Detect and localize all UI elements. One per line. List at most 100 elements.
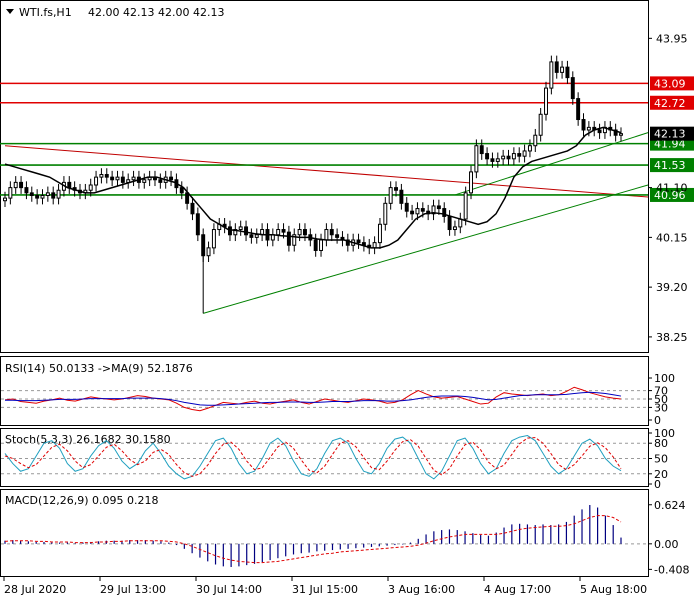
collapse-triangle-icon[interactable] — [6, 9, 14, 14]
stoch-tick-label: 0 — [654, 478, 661, 491]
candle-body — [544, 87, 548, 115]
candle-body — [431, 205, 436, 215]
time-tick-label: 3 Aug 16:00 — [388, 583, 455, 596]
candle-body — [474, 145, 479, 173]
support-price-tag — [650, 187, 694, 202]
candle-body — [244, 226, 249, 236]
candle-body — [458, 218, 463, 228]
price-tick-label: 43.95 — [656, 32, 688, 45]
stoch-tick-label: 20 — [654, 468, 668, 481]
macd-signal-line — [4, 515, 622, 564]
candle-body — [597, 129, 602, 134]
candle-body — [110, 176, 115, 181]
candle-body — [319, 239, 324, 251]
macd-tick-label: 0.00 — [654, 538, 679, 551]
candle-body — [51, 192, 56, 199]
rsi-tick-label: 100 — [654, 372, 675, 385]
candle-body — [211, 229, 216, 249]
candle-body — [131, 176, 136, 181]
candle-body — [190, 202, 195, 215]
candle-body — [383, 202, 388, 225]
time-tick-label: 5 Aug 18:00 — [580, 583, 647, 596]
stoch-tick-label: 80 — [654, 437, 668, 450]
candle-body — [570, 77, 575, 100]
price-tick-label: 40.15 — [656, 231, 688, 244]
candle-body — [281, 229, 286, 233]
candle-body — [501, 155, 506, 160]
candle-body — [479, 145, 484, 155]
time-tick-label: 31 Jul 15:00 — [292, 583, 358, 596]
candle-body — [335, 234, 340, 238]
candle-body — [292, 234, 297, 246]
candle-body — [463, 192, 468, 220]
macd-title: MACD(12,26,9) 0.095 0.218 — [5, 494, 159, 507]
candle-body — [40, 194, 45, 199]
rsi-series-line — [5, 391, 622, 406]
candle-body — [420, 208, 425, 212]
candle-body — [56, 189, 61, 199]
price-tick-label: 38.25 — [656, 331, 688, 344]
rsi-title: RSI(14) 50.0133 ->MA(9) 52.1876 — [5, 362, 193, 375]
resistance-price-label: 42.72 — [654, 97, 686, 110]
macd-pane-frame — [0, 489, 649, 577]
candle-body — [527, 145, 532, 152]
candle-body — [169, 176, 174, 181]
candle-body — [19, 181, 24, 189]
candle-body — [227, 226, 232, 236]
candle-body — [554, 61, 559, 73]
candle-body — [586, 126, 591, 131]
candle-body — [120, 176, 125, 183]
candle-body — [8, 187, 13, 199]
candle-body — [506, 155, 511, 160]
candle-body — [490, 158, 495, 162]
candle-body — [469, 171, 473, 194]
time-tick-label: 28 Jul 2020 — [4, 583, 66, 596]
stoch-pane-frame — [0, 428, 649, 487]
candle-body — [613, 129, 618, 136]
resistance-price-tag — [650, 76, 694, 91]
trendline-ascending_channel — [454, 132, 649, 196]
candle-body — [329, 229, 334, 236]
candle-body — [356, 239, 361, 244]
price-tick-label: 41.10 — [656, 182, 688, 195]
time-tick-label: 29 Jul 13:00 — [100, 583, 166, 596]
stoch-title: Stoch(5,3,3) 26.1682 30.1580 — [5, 433, 171, 446]
candle-body — [206, 247, 211, 257]
candle-body — [404, 202, 409, 212]
candle-body — [377, 223, 382, 244]
time-tick-label: 30 Jul 14:00 — [196, 583, 262, 596]
candle-body — [185, 192, 190, 204]
stoch-tick-label: 50 — [654, 453, 668, 466]
candle-body — [565, 66, 570, 79]
stoch-series-line — [4, 437, 622, 477]
macd-tick-label: 0.624 — [654, 499, 686, 512]
support-price-label: 40.96 — [654, 189, 686, 202]
candle-body — [538, 113, 543, 136]
candle-body — [297, 229, 302, 236]
trendline-ascending — [203, 184, 649, 314]
candle-body — [45, 192, 50, 196]
ohlc-values: 42.00 42.13 42.00 42.13 — [88, 6, 224, 19]
moving-average-line — [4, 126, 622, 249]
candle-body — [94, 176, 99, 186]
price-pane-frame — [0, 0, 649, 353]
candle-body — [142, 179, 147, 183]
candle-body — [415, 208, 420, 215]
rsi-tick-label: 0 — [654, 414, 661, 427]
resistance-price-tag — [650, 95, 694, 110]
candle-body — [560, 66, 565, 73]
candle-body — [388, 187, 393, 204]
stoch-series-line — [4, 435, 622, 480]
candle-body — [302, 229, 307, 236]
support-price-tag — [650, 158, 694, 173]
current-price-label: 42.13 — [654, 128, 686, 141]
candle-body — [254, 234, 259, 238]
candle-body — [485, 153, 490, 160]
candle-body — [324, 229, 329, 241]
macd-tick-label: -0.408 — [654, 563, 689, 576]
support-price-label: 41.53 — [654, 159, 686, 172]
rsi-tick-label: 30 — [654, 401, 668, 414]
candle-body — [399, 189, 404, 204]
candle-body — [286, 231, 291, 246]
